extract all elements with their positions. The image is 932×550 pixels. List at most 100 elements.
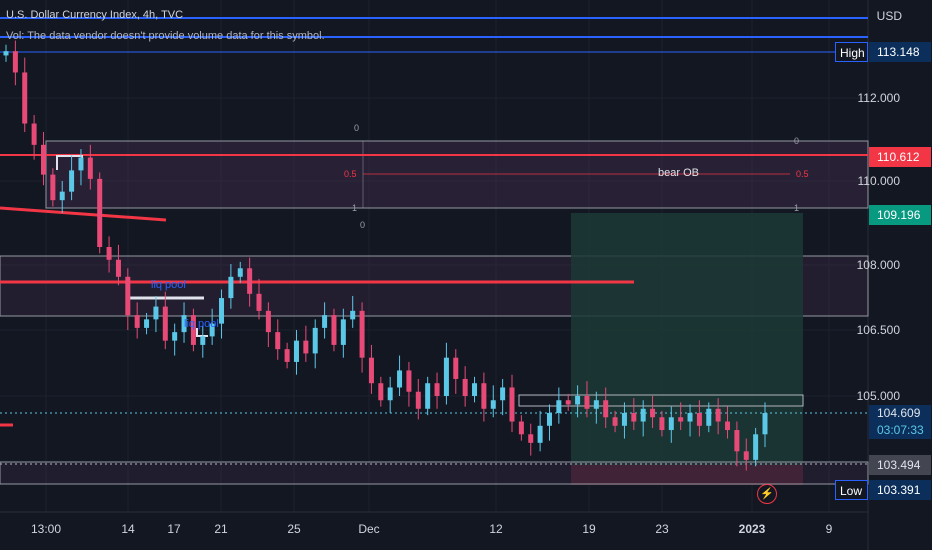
time-tick: 13:00 bbox=[30, 522, 62, 536]
price-tick: 106.500 bbox=[856, 323, 900, 337]
candle-body bbox=[12, 51, 18, 73]
candle-body bbox=[575, 395, 581, 405]
time-tick: 2023 bbox=[738, 522, 766, 536]
candle-body bbox=[565, 400, 571, 405]
fib-level-label: 0 bbox=[360, 220, 366, 230]
time-tick: 25 bbox=[287, 522, 301, 536]
price-tick: 110.000 bbox=[857, 174, 901, 188]
candle-body bbox=[462, 378, 468, 396]
candle-body bbox=[97, 178, 103, 247]
price-tick: 105.000 bbox=[856, 389, 900, 403]
currency-label[interactable]: USD bbox=[876, 9, 902, 23]
candle-body bbox=[31, 123, 37, 145]
time-tick: 9 bbox=[825, 522, 833, 536]
candle-body bbox=[78, 157, 84, 171]
candle-body bbox=[237, 268, 243, 277]
candle-body bbox=[528, 434, 534, 443]
liq-pool-label[interactable]: liq pool bbox=[184, 318, 219, 330]
candle-body bbox=[378, 383, 384, 401]
red-level-badge: 110.612 bbox=[869, 147, 931, 167]
candle-body bbox=[293, 340, 299, 362]
candle-body bbox=[762, 413, 768, 435]
candle-body bbox=[153, 306, 159, 320]
candle-body bbox=[715, 408, 721, 422]
candle-body bbox=[144, 319, 150, 328]
low-tag: Low bbox=[835, 480, 868, 500]
price-tick: 108.000 bbox=[856, 258, 900, 272]
candle-body bbox=[603, 400, 609, 418]
candle-body bbox=[509, 387, 515, 422]
liq-pool-bracket bbox=[196, 328, 208, 337]
candle-body bbox=[172, 332, 178, 341]
fib-level-label: 0 bbox=[794, 136, 800, 146]
candle-body bbox=[59, 191, 65, 201]
candle-body bbox=[387, 387, 393, 401]
candle-body bbox=[500, 387, 506, 401]
candle-body bbox=[453, 357, 459, 379]
candle-body bbox=[743, 451, 749, 460]
candle-body bbox=[725, 421, 731, 431]
time-tick: Dec bbox=[358, 522, 380, 536]
liq-pool-label[interactable]: liq pool bbox=[151, 279, 186, 291]
candle-body bbox=[322, 315, 328, 328]
current-price-badge: 104.609 bbox=[869, 405, 931, 422]
candle-body bbox=[434, 383, 440, 396]
candle-body bbox=[125, 276, 131, 316]
candle-body bbox=[640, 408, 646, 422]
candle-body bbox=[284, 349, 290, 362]
candle-body bbox=[518, 421, 524, 435]
demand-zone bbox=[0, 461, 869, 485]
candle-body bbox=[706, 408, 712, 426]
candle-body bbox=[481, 383, 487, 409]
candle-body bbox=[115, 259, 121, 277]
lightning-icon[interactable]: ⚡ bbox=[757, 484, 777, 504]
fib-level-label: 0.5 bbox=[344, 169, 357, 179]
candle-body bbox=[650, 408, 656, 418]
bear-ob-label[interactable]: bear OB bbox=[658, 167, 699, 179]
teal-level-badge: 109.196 bbox=[869, 205, 931, 225]
time-tick: 19 bbox=[582, 522, 596, 536]
candle-body bbox=[69, 170, 75, 192]
candle-body bbox=[368, 357, 374, 384]
candle-body bbox=[612, 417, 618, 426]
candle-body bbox=[696, 413, 702, 426]
candle-body bbox=[275, 332, 281, 350]
candle-body bbox=[106, 246, 112, 260]
candle-body bbox=[678, 417, 684, 422]
candle-body bbox=[200, 336, 206, 345]
candle-body bbox=[537, 425, 543, 443]
candle-body bbox=[631, 413, 637, 422]
candle-body bbox=[490, 400, 496, 409]
fib-level-label: 1 bbox=[794, 203, 800, 213]
candle-body bbox=[162, 306, 168, 341]
candle-body bbox=[312, 327, 318, 354]
low-price-badge: 103.391 bbox=[869, 480, 931, 500]
candle-body bbox=[753, 434, 759, 460]
candle-body bbox=[50, 174, 56, 201]
candle-body bbox=[621, 413, 627, 426]
candle-body bbox=[303, 340, 309, 354]
candle-body bbox=[331, 315, 337, 345]
time-tick: 17 bbox=[167, 522, 181, 536]
candle-body bbox=[546, 413, 552, 426]
candle-body bbox=[659, 417, 665, 431]
candle-body bbox=[40, 144, 46, 175]
candle-body bbox=[22, 72, 28, 124]
candle-body bbox=[556, 400, 562, 414]
time-tick: 21 bbox=[214, 522, 228, 536]
time-tick: 14 bbox=[121, 522, 135, 536]
volume-note: Vol: The data vendor doesn't provide vol… bbox=[6, 30, 325, 42]
candle-body bbox=[687, 413, 693, 422]
candle-body bbox=[209, 323, 215, 337]
candle-body bbox=[190, 315, 196, 345]
candle-body bbox=[415, 391, 421, 409]
countdown-badge: 03:07:33 bbox=[869, 422, 931, 439]
candle-body bbox=[359, 310, 365, 358]
candle-body bbox=[593, 400, 599, 409]
high-tag: High bbox=[835, 42, 868, 62]
candle-body bbox=[406, 370, 412, 392]
chart-title: U.S. Dollar Currency Index, 4h, TVC bbox=[6, 9, 184, 21]
gray-level-badge: 103.494 bbox=[869, 455, 931, 475]
candle-body bbox=[247, 268, 253, 294]
